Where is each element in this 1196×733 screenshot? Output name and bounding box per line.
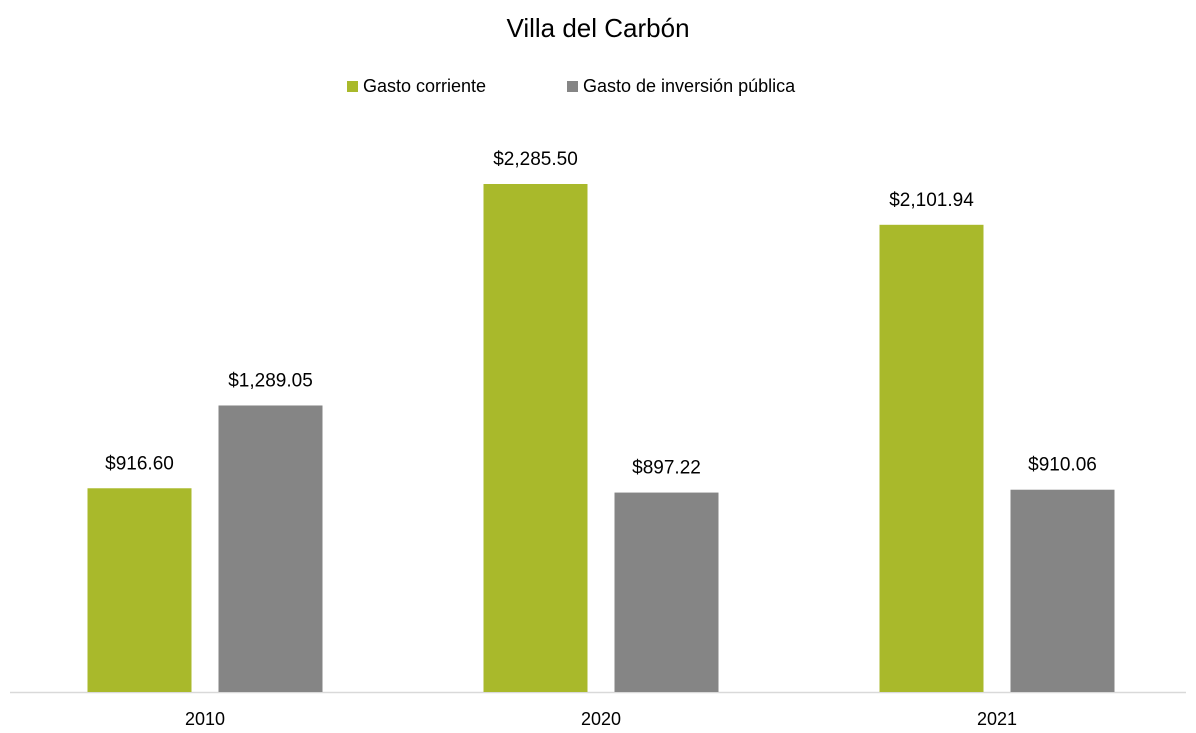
legend-swatch <box>347 81 358 92</box>
bar <box>614 492 719 692</box>
legend-label: Gasto de inversión pública <box>583 76 796 96</box>
bar <box>1010 489 1115 692</box>
bar <box>87 488 192 692</box>
legend-swatch <box>567 81 578 92</box>
bar <box>483 184 588 692</box>
data-label: $2,101.94 <box>889 190 974 211</box>
data-label: $2,285.50 <box>493 149 578 170</box>
data-label: $916.60 <box>105 453 174 474</box>
data-label: $910.06 <box>1028 455 1097 476</box>
chart-title: Villa del Carbón <box>506 13 689 43</box>
data-label: $897.22 <box>632 458 701 479</box>
bar <box>218 405 323 692</box>
bar <box>879 224 984 692</box>
legend-label: Gasto corriente <box>363 76 486 96</box>
x-tick-label: 2010 <box>185 709 225 729</box>
data-label: $1,289.05 <box>228 370 313 391</box>
x-tick-label: 2021 <box>977 709 1017 729</box>
x-tick-label: 2020 <box>581 709 621 729</box>
